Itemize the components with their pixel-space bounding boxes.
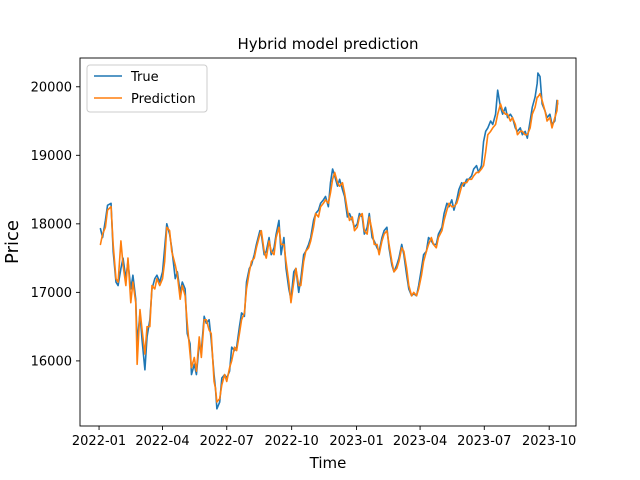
y-axis: 16000 17000 18000 19000 20000: [31, 80, 80, 369]
y-tick-label: 17000: [31, 286, 72, 301]
x-axis-title: Time: [309, 454, 347, 472]
y-axis-title: Price: [2, 220, 23, 264]
x-tick-label: 2023-01: [329, 434, 383, 449]
x-tick-label: 2023-07: [457, 434, 511, 449]
y-tick-label: 19000: [31, 149, 72, 164]
x-tick-label: 2022-07: [200, 434, 254, 449]
series-layer: [99, 72, 559, 410]
series-line-prediction: [99, 92, 559, 403]
x-tick-label: 2022-01: [72, 434, 126, 449]
plot-frame: [79, 57, 577, 427]
legend-label-prediction: Prediction: [131, 92, 196, 107]
x-tick-label: 2022-10: [265, 434, 319, 449]
chart-title: Hybrid model prediction: [237, 35, 418, 53]
plot-area: [79, 57, 577, 427]
x-tick-label: 2022-04: [135, 434, 189, 449]
y-tick-label: 16000: [31, 354, 72, 369]
x-tick-label: 2023-04: [393, 434, 447, 449]
y-tick-label: 18000: [31, 217, 72, 232]
y-tick-label: 20000: [31, 80, 72, 95]
x-axis: 2022-01 2022-04 2022-07 2022-10 2023-01 2023-…: [72, 426, 576, 449]
x-tick-label: 2023-10: [522, 434, 576, 449]
legend-label-true: True: [130, 70, 159, 85]
legend: True Prediction: [86, 64, 208, 113]
